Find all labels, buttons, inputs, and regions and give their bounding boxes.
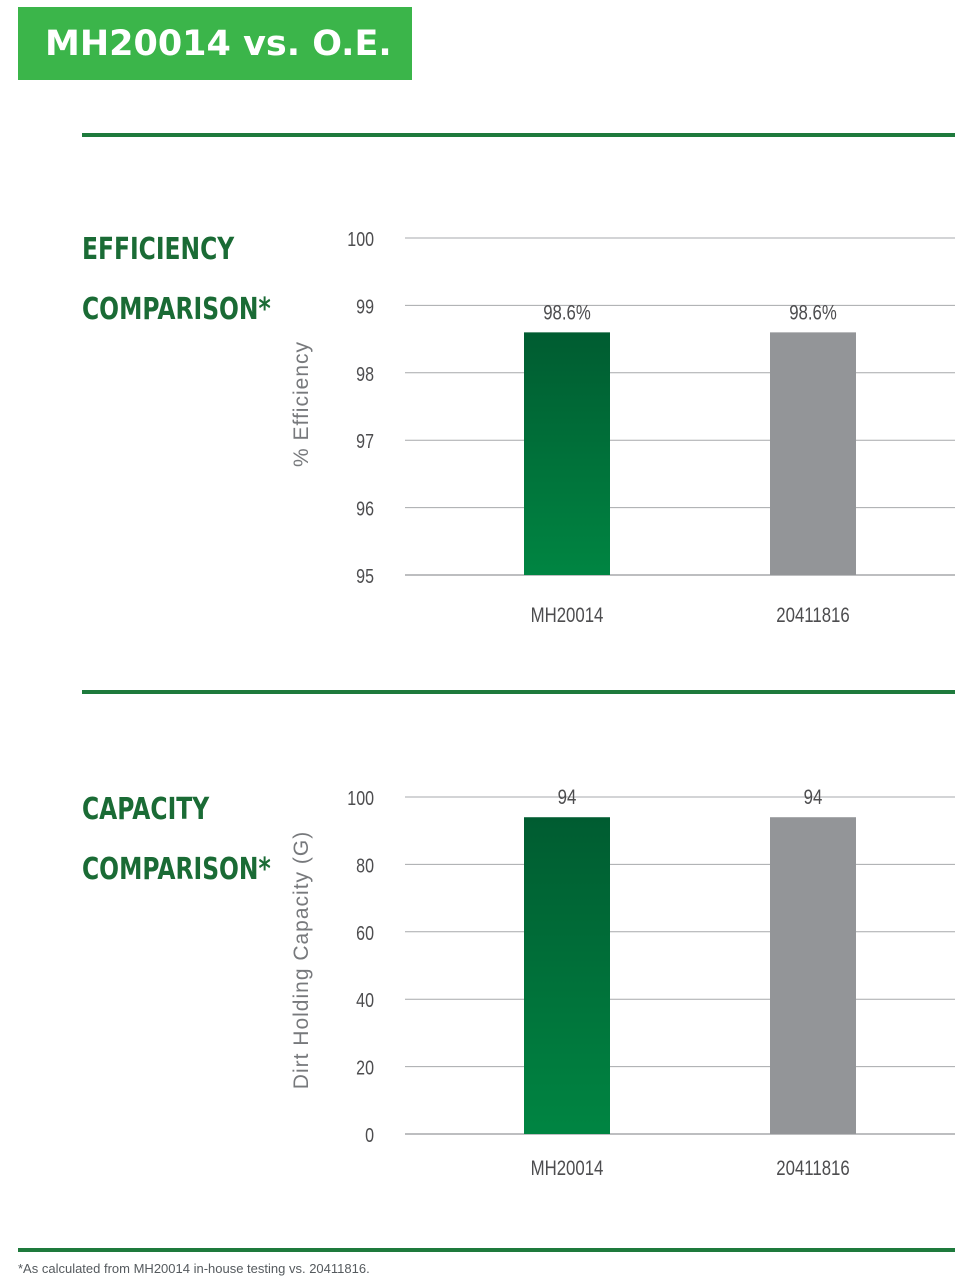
- capacity-title-line2: COMPARISON*: [82, 852, 271, 887]
- efficiency-data-label: 98.6%: [789, 302, 837, 325]
- efficiency-y-axis-label: % Efficiency: [290, 341, 313, 467]
- divider-bottom: [18, 1248, 955, 1252]
- efficiency-section-title: EFFICIENCY COMPARISON*: [82, 220, 271, 340]
- divider-top: [82, 133, 955, 137]
- efficiency-title-line1: EFFICIENCY: [82, 232, 235, 267]
- capacity-data-label: 94: [558, 787, 577, 810]
- capacity-bar-1: [524, 817, 610, 1134]
- efficiency-bar-2: [770, 332, 856, 575]
- capacity-y-tick-label: 60: [356, 922, 374, 944]
- efficiency-y-tick-label: 98: [356, 363, 374, 385]
- efficiency-y-tick-label: 96: [356, 498, 374, 520]
- efficiency-bar-1: [524, 332, 610, 575]
- footnote: *As calculated from MH20014 in-house tes…: [18, 1261, 370, 1276]
- efficiency-y-tick-label: 95: [356, 565, 374, 587]
- capacity-y-axis-label: Dirt Holding Capacity (G): [290, 831, 313, 1089]
- efficiency-y-tick-label: 97: [356, 431, 374, 453]
- divider-middle: [82, 690, 955, 694]
- capacity-y-tick-label: 20: [356, 1057, 374, 1079]
- capacity-section-title: CAPACITY COMPARISON*: [82, 780, 271, 900]
- efficiency-chart-group: 95 96 97 98 99 100 98.6% MH20014 98.6% 20411816 % …: [290, 228, 955, 628]
- capacity-y-tick-label: 40: [356, 990, 374, 1012]
- capacity-category-label: MH20014: [531, 1157, 604, 1180]
- efficiency-y-tick-label: 99: [356, 296, 374, 318]
- capacity-y-tick-label: 80: [356, 855, 374, 877]
- capacity-bar-2: [770, 817, 856, 1134]
- efficiency-category-label: 20411816: [776, 604, 849, 627]
- capacity-y-tick-label: 100: [347, 787, 374, 809]
- capacity-category-label: 20411816: [776, 1157, 849, 1180]
- capacity-data-label: 94: [804, 787, 823, 810]
- page-title: MH20014 vs. O.E.: [45, 23, 392, 64]
- efficiency-title-line2: COMPARISON*: [82, 292, 271, 327]
- capacity-title-line1: CAPACITY: [82, 792, 210, 827]
- capacity-chart-group: 0 20 40 60 80 100 94 MH20014 94 20411816 Dirt Hold…: [290, 787, 955, 1181]
- capacity-y-tick-label: 0: [365, 1124, 374, 1146]
- title-banner: MH20014 vs. O.E.: [18, 7, 412, 80]
- efficiency-y-tick-label: 100: [347, 228, 374, 250]
- efficiency-data-label: 98.6%: [543, 302, 591, 325]
- efficiency-category-label: MH20014: [531, 604, 604, 627]
